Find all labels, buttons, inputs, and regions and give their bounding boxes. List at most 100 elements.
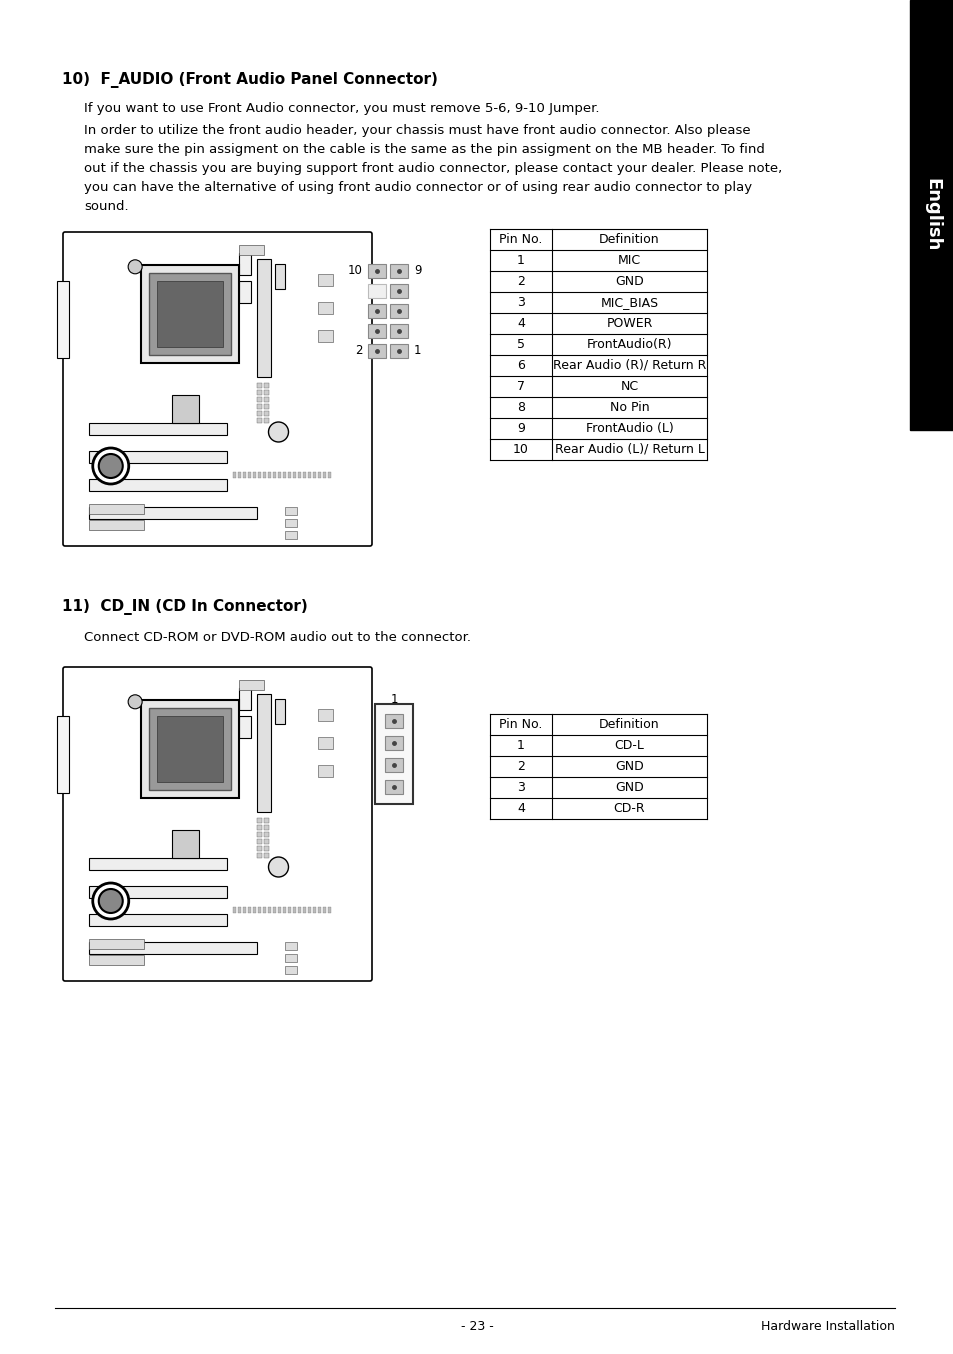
Bar <box>149 708 231 789</box>
Text: 1: 1 <box>390 693 397 705</box>
Bar <box>328 907 331 913</box>
Text: 3: 3 <box>517 781 524 793</box>
Bar <box>268 471 271 478</box>
Bar <box>385 758 402 772</box>
Bar <box>253 471 255 478</box>
Circle shape <box>128 260 142 274</box>
Bar <box>368 324 386 338</box>
Bar <box>238 280 251 302</box>
Bar <box>237 471 240 478</box>
Bar <box>90 504 144 513</box>
Bar <box>257 831 262 837</box>
Bar <box>257 403 262 409</box>
Text: FrontAudio(R): FrontAudio(R) <box>586 338 672 351</box>
Text: make sure the pin assigment on the cable is the same as the pin assigment on the: make sure the pin assigment on the cable… <box>84 144 764 156</box>
Bar <box>90 479 227 492</box>
Text: GND: GND <box>615 781 643 793</box>
Bar <box>90 886 227 898</box>
Bar <box>302 907 305 913</box>
Bar <box>385 714 402 728</box>
Circle shape <box>268 857 288 877</box>
Bar <box>284 531 296 539</box>
Bar <box>273 471 275 478</box>
Bar <box>308 471 311 478</box>
Text: NC: NC <box>619 380 638 393</box>
Bar <box>262 907 266 913</box>
Bar <box>248 907 251 913</box>
Bar <box>302 471 305 478</box>
Text: - 23 -: - 23 - <box>460 1320 493 1332</box>
Text: 2: 2 <box>517 275 524 288</box>
Bar <box>368 264 386 278</box>
Bar <box>385 737 402 750</box>
Bar <box>238 680 264 691</box>
Circle shape <box>99 890 123 913</box>
Bar <box>90 955 144 964</box>
Text: 9: 9 <box>517 422 524 435</box>
Text: If you want to use Front Audio connector, you must remove 5-6, 9-10 Jumper.: If you want to use Front Audio connector… <box>84 102 598 115</box>
Bar <box>257 838 262 844</box>
Bar <box>257 397 262 402</box>
Circle shape <box>268 422 288 441</box>
Bar <box>172 395 199 422</box>
Text: sound.: sound. <box>84 200 129 213</box>
Bar <box>282 471 286 478</box>
Text: 1: 1 <box>517 255 524 267</box>
Text: Hardware Installation: Hardware Installation <box>760 1320 894 1332</box>
Bar <box>385 780 402 793</box>
Text: out if the chassis you are buying support front audio connector, please contact : out if the chassis you are buying suppor… <box>84 162 781 175</box>
Text: CD-L: CD-L <box>614 739 644 751</box>
Bar <box>264 397 269 402</box>
Circle shape <box>128 695 142 708</box>
Bar <box>264 825 269 830</box>
Bar <box>242 907 246 913</box>
Text: 2: 2 <box>517 760 524 773</box>
Text: English: English <box>923 179 940 252</box>
Text: Pin No.: Pin No. <box>498 718 542 731</box>
Bar <box>313 471 315 478</box>
Bar <box>277 471 280 478</box>
FancyBboxPatch shape <box>63 232 372 546</box>
Bar <box>264 853 269 858</box>
Circle shape <box>92 883 129 919</box>
Bar <box>368 305 386 318</box>
Text: 2: 2 <box>355 344 363 357</box>
Text: 3: 3 <box>517 297 524 309</box>
Bar <box>293 907 295 913</box>
Bar <box>264 410 269 416</box>
Bar <box>264 403 269 409</box>
Bar <box>317 330 333 343</box>
Bar <box>293 471 295 478</box>
Bar <box>268 907 271 913</box>
Bar <box>262 471 266 478</box>
Text: CD-R: CD-R <box>613 802 644 815</box>
Bar <box>90 506 257 519</box>
Bar <box>284 519 296 527</box>
Bar <box>390 324 408 338</box>
Bar <box>322 907 325 913</box>
Circle shape <box>92 448 129 483</box>
Bar <box>390 264 408 278</box>
Bar <box>273 907 275 913</box>
Bar <box>257 818 262 823</box>
Bar <box>237 907 240 913</box>
Bar <box>257 259 271 376</box>
Bar <box>238 245 264 256</box>
Bar <box>375 704 413 804</box>
FancyBboxPatch shape <box>63 668 372 982</box>
Bar <box>284 942 296 949</box>
Bar <box>284 965 296 974</box>
Text: 7: 7 <box>517 380 524 393</box>
Bar <box>274 264 285 288</box>
Bar <box>909 0 953 431</box>
Bar <box>264 831 269 837</box>
Bar <box>308 907 311 913</box>
Bar <box>57 280 69 357</box>
Text: Definition: Definition <box>598 233 659 246</box>
Text: 9: 9 <box>414 264 421 278</box>
Bar <box>282 907 286 913</box>
Bar <box>317 275 333 286</box>
Bar <box>90 942 257 955</box>
Bar <box>257 693 271 811</box>
Text: you can have the alternative of using front audio connector or of using rear aud: you can have the alternative of using fr… <box>84 181 751 194</box>
